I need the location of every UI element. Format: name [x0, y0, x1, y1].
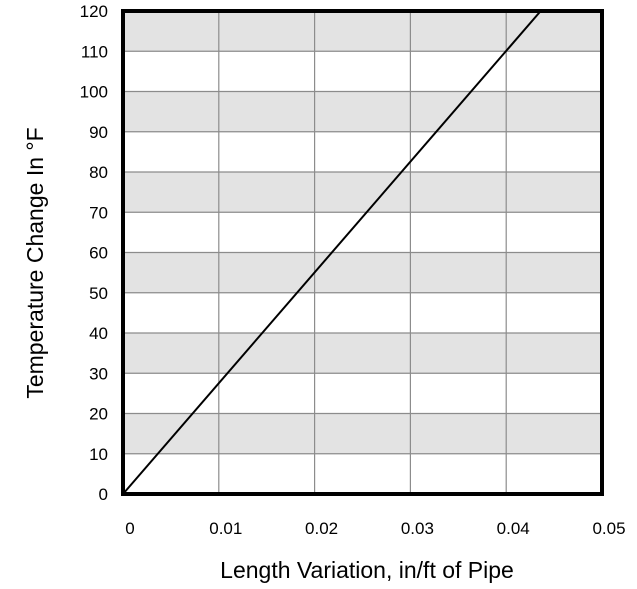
y-tick-label: 70	[89, 203, 108, 222]
y-tick-label: 30	[89, 364, 108, 383]
series-line-0	[122, 10, 542, 495]
x-tick-labels: 0 0.01 0.02 0.03 0.04 0.05	[125, 519, 625, 538]
shaded-band-0	[123, 413, 602, 454]
y-tick-labels: 0 10 20 30 40 50 60 70 80 90 100 110 120	[80, 2, 108, 504]
y-tick-label: 10	[89, 445, 108, 464]
x-tick-label: 0.01	[209, 519, 242, 538]
x-tick-label: 0.05	[592, 519, 625, 538]
x-tick-label: 0	[125, 519, 134, 538]
shaded-band-5	[123, 11, 602, 52]
y-tick-label: 100	[80, 83, 108, 102]
y-tick-label: 80	[89, 163, 108, 182]
y-axis-title: Temperature Change In °F	[22, 127, 48, 398]
shaded-band-3	[123, 172, 602, 213]
y-tick-label: 50	[89, 284, 108, 303]
y-tick-label: 0	[99, 485, 108, 504]
y-tick-label: 40	[89, 324, 108, 343]
y-tick-label: 110	[81, 42, 108, 61]
y-tick-label: 60	[89, 244, 108, 263]
series-group	[122, 10, 542, 495]
shaded-band-1	[123, 333, 602, 374]
shaded-band-2	[123, 252, 602, 293]
y-tick-label: 90	[89, 123, 108, 142]
x-axis-title: Length Variation, in/ft of Pipe	[220, 557, 514, 583]
x-tick-label: 0.03	[401, 519, 434, 538]
plot-frame	[121, 9, 604, 496]
x-tick-label: 0.02	[305, 519, 338, 538]
y-tick-label: 120	[80, 2, 108, 21]
y-tick-label: 20	[89, 405, 108, 424]
shaded-bands	[123, 11, 602, 454]
x-tick-label: 0.04	[497, 519, 530, 538]
shaded-band-4	[123, 91, 602, 132]
